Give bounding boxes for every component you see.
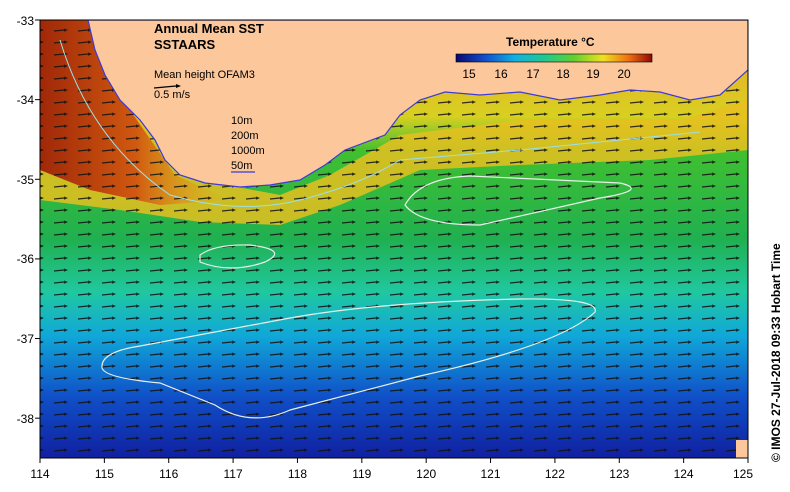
depth-legend-item: 1000m	[231, 145, 265, 157]
colorbar-tick: 18	[556, 67, 570, 81]
credit-text: © IMOS 27-Jul-2018 09:33 Hobart Time	[769, 243, 783, 462]
depth-legend-item: 10m	[231, 115, 252, 127]
x-tick-label: 114	[30, 467, 49, 481]
scale-arrow-icon	[153, 84, 181, 89]
contour-east	[404, 175, 632, 226]
map-plot-area	[40, 20, 748, 458]
y-tick-label: -34	[17, 93, 35, 107]
colorbar-tick: 19	[586, 67, 600, 81]
x-tick-label: 119	[352, 467, 371, 481]
y-axis: -33 -34 -35 -36 -37 -38	[17, 14, 35, 426]
y-tick-label: -35	[17, 173, 35, 187]
plot-frame	[39, 19, 749, 459]
x-tick-label: 118	[288, 467, 307, 481]
x-tick-label: 117	[224, 467, 243, 481]
x-tick-label: 123	[609, 467, 629, 481]
x-axis: 114 115 116 117 118 119 120 121 122 123 …	[30, 467, 753, 481]
y-tick-label: -38	[17, 412, 35, 426]
colorbar-tick: 20	[617, 67, 631, 81]
colorbar: Temperature °C 15 16 17 18 19 20	[455, 35, 653, 81]
y-tick-label: -37	[17, 332, 35, 346]
colorbar-title: Temperature °C	[506, 35, 595, 49]
x-tick-label: 115	[95, 467, 114, 481]
vector-scale-label: 0.5 m/s	[154, 89, 191, 101]
x-tick-label: 122	[545, 467, 565, 481]
x-tick-label: 120	[416, 467, 436, 481]
land-corner-southeast	[736, 440, 748, 458]
y-tick-marks	[35, 19, 40, 419]
vector-label: Mean height OFAM3	[154, 69, 255, 81]
contour-mid	[199, 244, 276, 269]
colorbar-ramp	[455, 53, 653, 63]
colorbar-tick: 15	[462, 67, 476, 81]
depth-legend-item: 200m	[231, 130, 259, 142]
map-subtitle: SSTAARS	[154, 37, 215, 52]
x-tick-label: 116	[159, 467, 178, 481]
x-tick-label: 121	[480, 467, 500, 481]
x-tick-label: 124	[674, 467, 694, 481]
contour-south	[101, 298, 596, 419]
y-tick-label: -36	[17, 252, 35, 266]
colorbar-tick: 17	[526, 67, 540, 81]
depth-legend: 10m 200m 1000m 50m	[231, 115, 265, 173]
x-tick-label: 125	[733, 467, 753, 481]
map-title: Annual Mean SST	[154, 21, 264, 36]
depth-legend-item: 50m	[231, 160, 252, 172]
y-tick-label: -33	[17, 14, 35, 28]
colorbar-tick: 16	[494, 67, 508, 81]
contour-coastal	[59, 39, 701, 207]
x-tick-marks	[39, 458, 749, 463]
